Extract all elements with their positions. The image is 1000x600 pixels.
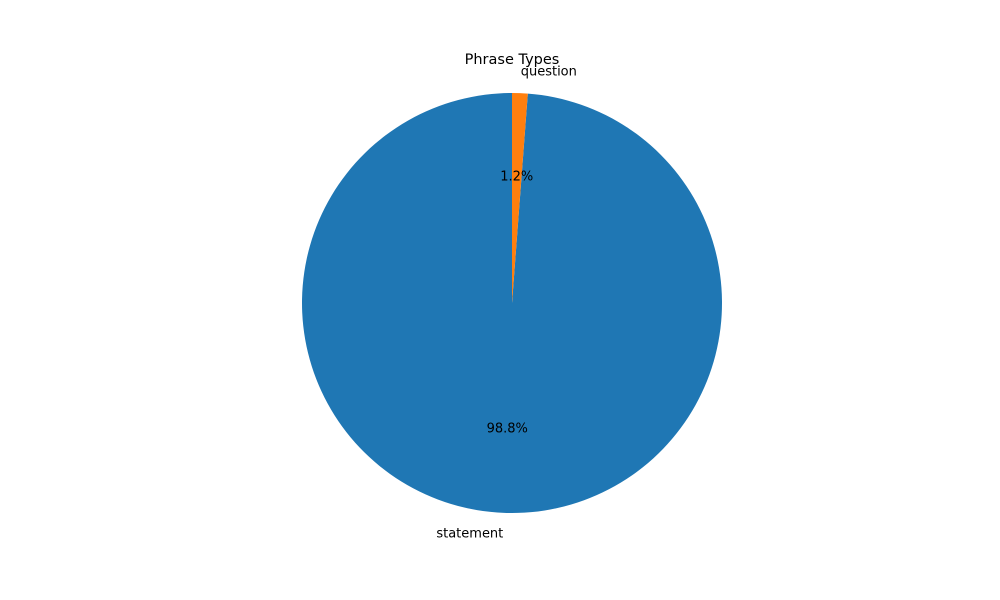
chart-title: Phrase Types [465, 52, 560, 68]
slice-percent-question: 1.2% [500, 170, 533, 185]
pie-slice-statement [301, 93, 722, 513]
slice-label-statement: statement [436, 526, 503, 541]
pie-slice-question [512, 93, 528, 303]
pie-slices [301, 93, 722, 513]
slice-label-question: question [521, 65, 577, 80]
slice-percent-statement: 98.8% [487, 421, 528, 436]
pie-labels: statement 98.8% question 1.2% [436, 65, 577, 542]
